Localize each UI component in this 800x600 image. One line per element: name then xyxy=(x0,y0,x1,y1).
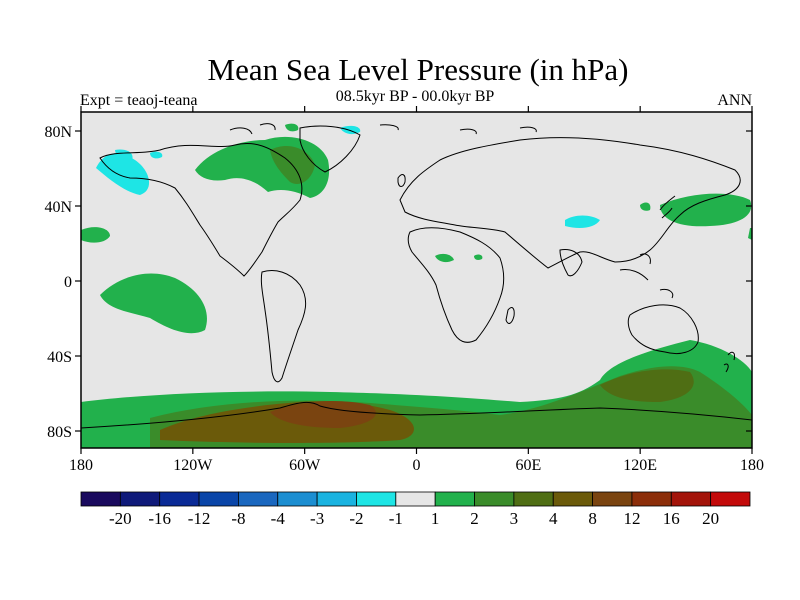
colorbar-label: 12 xyxy=(623,509,640,528)
longitude-axis: 180 120W 60W 0 60E 120E 180 xyxy=(69,106,764,474)
coastlines xyxy=(81,123,752,429)
pressure-field xyxy=(81,123,752,448)
arctic-low-2 xyxy=(150,151,163,159)
latitude-axis: 80N 40N 0 40S 80S xyxy=(44,124,752,441)
antarctic-anomaly-8 xyxy=(270,400,376,428)
lon-tick-label: 180 xyxy=(69,457,93,474)
south-america-outline xyxy=(260,270,307,383)
colorbar-swatch xyxy=(592,491,633,507)
edge-patch xyxy=(748,228,752,240)
colorbar-label: 4 xyxy=(549,509,558,528)
colorbar-label: 8 xyxy=(588,509,597,528)
arctic-islands xyxy=(229,123,537,135)
chart-title: Mean Sea Level Pressure (in hPa) xyxy=(207,52,629,87)
alaska-low xyxy=(96,153,150,195)
colorbar-swatch xyxy=(277,491,318,507)
season-label: ANN xyxy=(717,92,752,109)
colorbar-label: -20 xyxy=(109,509,132,528)
colorbar-swatch xyxy=(119,491,161,507)
lon-tick-label: 0 xyxy=(413,457,421,474)
lat-tick-label: 80S xyxy=(47,424,72,441)
greenland-outline xyxy=(299,125,361,173)
colorbar-label: -3 xyxy=(310,509,324,528)
colorbar-label: 2 xyxy=(470,509,479,528)
map-panel xyxy=(81,112,752,448)
north-america-outline xyxy=(99,143,303,277)
lat-tick-label: 0 xyxy=(64,274,72,291)
lon-tick-label: 60W xyxy=(289,457,321,474)
greenland-patch xyxy=(285,123,299,132)
new-zealand-outline xyxy=(723,351,735,373)
japan-outline xyxy=(659,195,676,219)
lat-tick-label: 80N xyxy=(44,124,72,141)
colorbar-swatch xyxy=(670,491,712,507)
colorbar: -20 -16 -12 -8 -4 -3 -2 -1 1 2 3 4 8 12 16 20 xyxy=(80,491,751,528)
pacific-patch xyxy=(81,227,110,243)
africa-outline xyxy=(407,227,505,343)
colorbar-label: -1 xyxy=(389,509,403,528)
colorbar-swatch xyxy=(238,491,279,507)
colorbar-label: 16 xyxy=(663,509,680,528)
experiment-label: Expt = teaoj-teana xyxy=(80,92,198,109)
lon-tick-label: 60E xyxy=(515,457,541,474)
colorbar-swatch xyxy=(552,491,593,507)
colorbar-label: -16 xyxy=(148,509,171,528)
colorbar-swatch xyxy=(198,491,239,507)
australia-outline xyxy=(627,304,699,355)
lon-tick-label: 120W xyxy=(173,457,213,474)
indian-ocean-anomaly xyxy=(600,369,694,402)
lon-tick-label: 120E xyxy=(623,457,657,474)
alaska-low-2 xyxy=(115,149,133,161)
colorbar-swatch xyxy=(710,491,751,507)
africa-patch-1 xyxy=(435,253,454,263)
nw-pacific-high xyxy=(660,193,752,227)
colorbar-swatch xyxy=(356,491,397,507)
india-outline xyxy=(559,249,583,277)
asia-low xyxy=(565,215,600,228)
colorbar-label: -12 xyxy=(188,509,211,528)
colorbar-swatch xyxy=(80,491,121,507)
lat-tick-label: 40S xyxy=(47,349,72,366)
colorbar-swatch xyxy=(513,491,554,507)
time-period-label: 08.5kyr BP - 00.0kyr BP xyxy=(335,88,495,105)
colorbar-label: 3 xyxy=(510,509,519,528)
madagascar-outline xyxy=(505,307,515,324)
colorbar-label: -8 xyxy=(231,509,245,528)
colorbar-swatch xyxy=(316,491,357,507)
colorbar-swatch xyxy=(434,491,475,507)
africa-patch-2 xyxy=(474,254,483,260)
colorbar-swatch xyxy=(159,491,200,507)
uk-outline xyxy=(397,174,406,187)
colorbar-label: -2 xyxy=(349,509,363,528)
eurasia-outline xyxy=(399,137,741,269)
antarctica-outline xyxy=(81,401,752,429)
colorbar-label: -4 xyxy=(271,509,286,528)
colorbar-swatch xyxy=(631,491,672,507)
se-asia-islands xyxy=(619,253,674,299)
colorbar-swatch xyxy=(395,491,436,507)
japan-patch xyxy=(640,202,651,211)
colorbar-swatch xyxy=(474,491,515,507)
colorbar-label: 20 xyxy=(702,509,719,528)
lon-tick-label: 180 xyxy=(740,457,764,474)
pacific-high xyxy=(100,273,207,334)
colorbar-label: 1 xyxy=(431,509,440,528)
lat-tick-label: 40N xyxy=(44,199,72,216)
